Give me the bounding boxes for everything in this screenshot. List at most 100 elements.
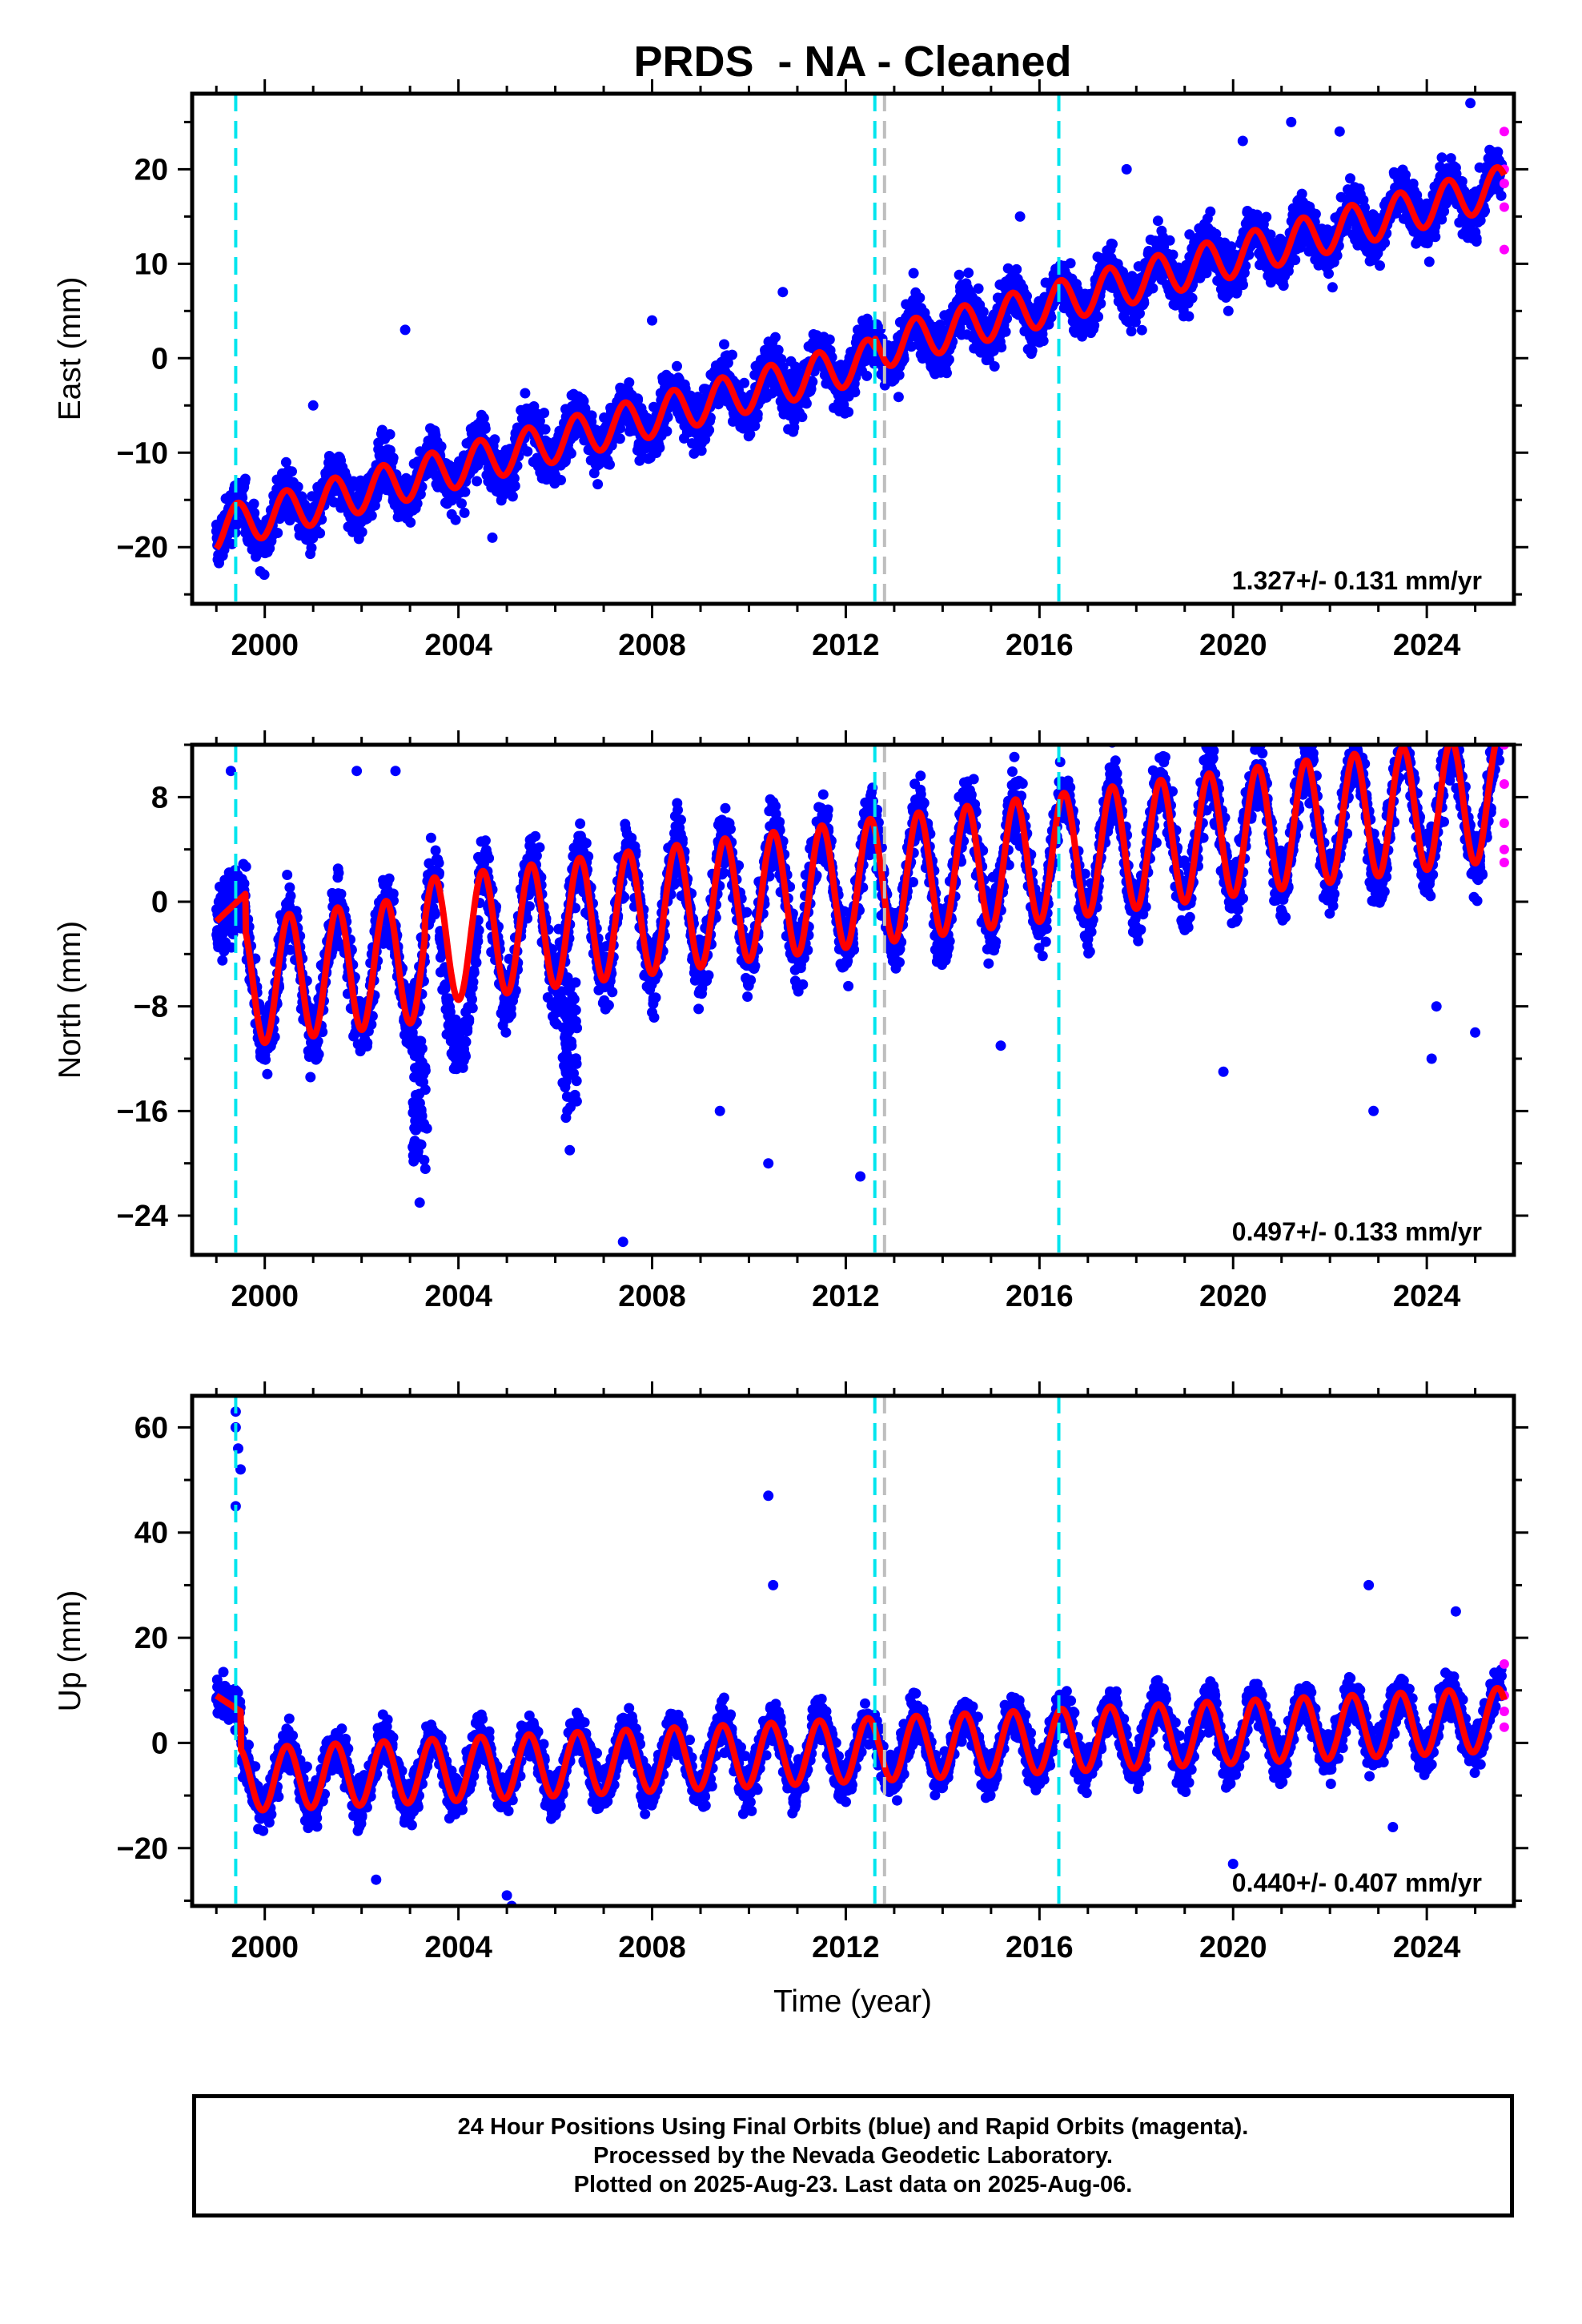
east-point bbox=[722, 357, 733, 368]
east-point bbox=[1278, 280, 1289, 292]
east-point bbox=[472, 476, 483, 487]
east-outlier-point bbox=[400, 324, 411, 336]
east-point bbox=[843, 407, 854, 417]
east-point bbox=[801, 398, 812, 409]
east-point bbox=[614, 433, 625, 444]
east-point bbox=[376, 424, 387, 436]
north-point bbox=[305, 1072, 316, 1083]
east-point bbox=[1290, 255, 1301, 266]
east-point bbox=[1205, 206, 1216, 217]
east-point bbox=[1223, 305, 1234, 316]
north-data-layer bbox=[211, 745, 1509, 1248]
east-point bbox=[1167, 249, 1178, 260]
north-point bbox=[217, 955, 228, 966]
east-y-tick-label: 0 bbox=[151, 342, 168, 376]
east-point bbox=[1186, 292, 1198, 304]
east-point bbox=[963, 267, 974, 279]
east-point bbox=[1136, 324, 1147, 336]
east-point bbox=[534, 416, 545, 427]
east-point bbox=[1038, 336, 1049, 347]
east-point bbox=[824, 334, 835, 345]
east-point bbox=[1011, 263, 1022, 275]
east-x-tick-label: 2004 bbox=[424, 629, 492, 662]
chart-title: PRDS - NA - Cleaned bbox=[633, 38, 1071, 86]
east-point bbox=[696, 445, 707, 456]
east-point bbox=[520, 388, 531, 399]
east-point bbox=[508, 472, 520, 484]
east-point bbox=[893, 392, 904, 403]
east-point bbox=[1471, 233, 1482, 244]
east-outlier-point bbox=[908, 267, 919, 279]
north-point bbox=[285, 891, 296, 902]
east-point bbox=[849, 387, 861, 398]
east-point bbox=[565, 448, 576, 459]
east-point bbox=[328, 497, 339, 508]
east-point bbox=[356, 526, 367, 537]
east-point bbox=[654, 442, 665, 453]
east-point bbox=[436, 441, 447, 452]
east-point bbox=[1107, 239, 1118, 250]
east-point bbox=[478, 412, 489, 424]
east-point bbox=[989, 361, 1000, 372]
east-point bbox=[752, 412, 763, 424]
east-point bbox=[624, 377, 635, 388]
east-point bbox=[1126, 326, 1137, 337]
east-point bbox=[450, 514, 461, 525]
east-point bbox=[1456, 176, 1468, 187]
north-point bbox=[260, 1054, 271, 1065]
north-point bbox=[262, 1068, 273, 1080]
east-point bbox=[1430, 231, 1441, 243]
east-point bbox=[412, 498, 423, 509]
east-point bbox=[672, 360, 682, 372]
east-point bbox=[1065, 258, 1076, 269]
east-point bbox=[287, 466, 297, 477]
east-point bbox=[996, 342, 1007, 353]
east-point bbox=[387, 452, 399, 464]
east-point bbox=[770, 332, 781, 343]
east-rapid-point bbox=[1499, 179, 1509, 189]
east-outlier-point bbox=[1334, 126, 1345, 137]
east-point bbox=[507, 491, 518, 502]
east-point bbox=[773, 344, 784, 356]
east-point bbox=[942, 368, 952, 379]
east-point bbox=[1147, 283, 1158, 294]
east-point bbox=[604, 459, 615, 470]
east-rapid-point bbox=[1499, 127, 1509, 137]
east-point bbox=[586, 410, 597, 421]
panel-north: 2000 2004 2008 2012 2016 2020 2024−24−16−808No… bbox=[53, 730, 1528, 1313]
east-point bbox=[1310, 208, 1321, 219]
east-point bbox=[272, 528, 283, 538]
east-point bbox=[789, 422, 800, 433]
east-point bbox=[1327, 282, 1338, 293]
east-point bbox=[914, 292, 926, 304]
east-point bbox=[306, 542, 317, 553]
east-point bbox=[489, 434, 500, 445]
panel-east: 2000 2004 2008 2012 2016 2020 2024−20−1001020E… bbox=[53, 79, 1528, 662]
east-outlier-point bbox=[1014, 211, 1026, 222]
east-x-tick-label: 2008 bbox=[618, 629, 686, 662]
east-point bbox=[719, 339, 729, 350]
east-y-tick-label: −20 bbox=[117, 531, 168, 565]
east-point bbox=[280, 456, 291, 468]
east-point bbox=[522, 446, 533, 457]
east-point bbox=[661, 426, 673, 436]
east-point bbox=[1152, 215, 1163, 227]
east-point bbox=[1261, 211, 1272, 223]
east-point bbox=[634, 455, 645, 466]
east-point bbox=[1183, 311, 1195, 322]
east-point bbox=[1496, 190, 1507, 201]
east-point bbox=[1323, 268, 1334, 279]
east-point bbox=[405, 517, 416, 528]
east-point bbox=[1093, 312, 1104, 322]
east-point bbox=[233, 517, 243, 529]
east-outlier-point bbox=[1286, 116, 1297, 127]
east-point bbox=[315, 528, 326, 539]
east-y-axis-label: East (mm) bbox=[53, 277, 87, 421]
east-point bbox=[592, 479, 604, 490]
east-point bbox=[556, 475, 566, 485]
east-point bbox=[460, 486, 471, 497]
east-point bbox=[259, 569, 270, 581]
east-point bbox=[456, 498, 467, 509]
east-x-tick-label: 2024 bbox=[1393, 629, 1461, 662]
